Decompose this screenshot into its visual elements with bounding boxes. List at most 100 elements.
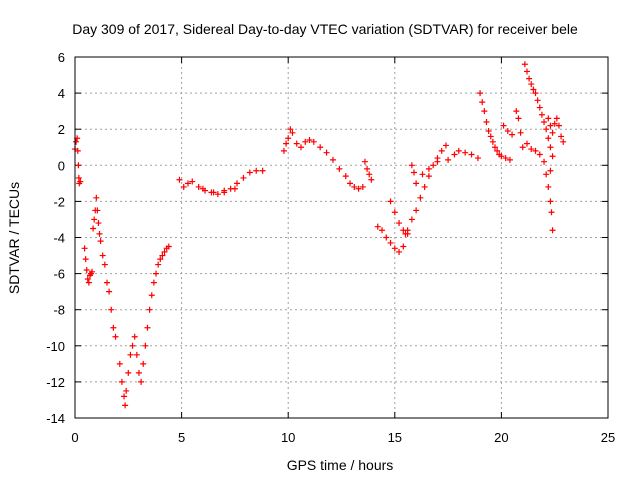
data-point	[479, 99, 486, 106]
data-point	[199, 185, 206, 192]
data-point	[519, 144, 526, 151]
data-point	[494, 147, 501, 154]
data-point	[317, 144, 324, 151]
data-point	[387, 198, 394, 205]
chart-title: Day 309 of 2017, Sidereal Day-to-day VTE…	[72, 21, 578, 37]
data-point	[214, 191, 221, 198]
x-tick-label: 5	[178, 430, 185, 445]
data-point	[387, 239, 394, 246]
data-point	[538, 111, 545, 118]
data-point	[555, 122, 562, 129]
y-tick-label: -4	[53, 231, 65, 246]
data-point	[221, 187, 228, 194]
data-point	[180, 183, 187, 190]
plot-frame	[74, 56, 609, 419]
data-point	[306, 137, 313, 144]
data-point	[430, 162, 437, 169]
data-point	[541, 158, 548, 165]
data-point	[517, 129, 524, 136]
data-point	[364, 165, 371, 172]
y-tick-label: -6	[53, 267, 65, 282]
data-point	[96, 230, 103, 237]
data-point	[84, 276, 91, 283]
data-point	[445, 156, 452, 163]
data-point	[481, 108, 488, 115]
data-point	[425, 173, 432, 180]
data-point	[89, 268, 96, 275]
data-point	[195, 183, 202, 190]
data-point	[287, 126, 294, 133]
data-point	[553, 115, 560, 122]
data-point	[342, 173, 349, 180]
data-point	[118, 378, 125, 385]
data-point	[297, 144, 304, 151]
data-point	[83, 266, 90, 273]
data-point	[323, 149, 330, 156]
data-point	[336, 165, 343, 172]
y-tick-label: -12	[46, 375, 65, 390]
data-point	[90, 225, 97, 232]
data-point	[176, 176, 183, 183]
data-point	[483, 118, 490, 125]
data-points	[72, 61, 567, 409]
data-point	[438, 147, 445, 154]
data-point	[347, 180, 354, 187]
data-point	[231, 185, 238, 192]
data-point	[74, 147, 81, 154]
data-point	[451, 151, 458, 158]
data-point	[129, 342, 136, 349]
data-point	[547, 144, 554, 151]
data-point	[543, 126, 550, 133]
data-point	[184, 180, 191, 187]
data-point	[498, 153, 505, 160]
data-point	[359, 183, 366, 190]
y-tick-label: -14	[46, 411, 65, 426]
data-point	[73, 138, 80, 145]
data-point	[110, 324, 117, 331]
data-point	[159, 252, 166, 259]
data-point	[140, 360, 147, 367]
data-point	[361, 158, 368, 165]
data-point	[545, 183, 552, 190]
data-point	[234, 180, 241, 187]
data-point	[99, 252, 106, 259]
data-point	[157, 256, 164, 263]
data-point	[413, 207, 420, 214]
data-point	[329, 156, 336, 163]
y-tick-label: 2	[58, 122, 65, 137]
data-point	[101, 261, 108, 268]
data-point	[421, 183, 428, 190]
data-point	[547, 198, 554, 205]
data-point	[125, 369, 132, 376]
data-point	[302, 138, 309, 145]
data-point	[549, 129, 556, 136]
y-tick-label: -2	[53, 194, 65, 209]
data-point	[506, 156, 513, 163]
axis-ticks: 0 5 10 15 20 25 -14 -12 -10 -8 -6 -4 -2 0 2 4 6	[46, 50, 615, 445]
data-point	[425, 165, 432, 172]
data-point	[532, 147, 539, 154]
data-point	[528, 146, 535, 153]
data-point	[474, 155, 481, 162]
data-point	[355, 185, 362, 192]
data-point	[504, 128, 511, 135]
x-tick-label: 25	[601, 430, 615, 445]
data-point	[161, 248, 168, 255]
data-point	[94, 207, 101, 214]
y-tick-label: 0	[58, 158, 65, 173]
data-point	[545, 135, 552, 142]
data-point	[523, 140, 530, 147]
data-point	[97, 238, 104, 245]
data-point	[95, 220, 102, 227]
data-point	[462, 149, 469, 156]
data-point	[536, 151, 543, 158]
data-point	[82, 256, 89, 263]
y-axis-label: SDTVAR / TECUs	[6, 182, 22, 294]
data-point	[85, 279, 92, 286]
data-point	[528, 81, 535, 88]
data-point	[150, 279, 157, 286]
data-point	[391, 245, 398, 252]
data-point	[144, 324, 151, 331]
data-point	[548, 209, 555, 216]
